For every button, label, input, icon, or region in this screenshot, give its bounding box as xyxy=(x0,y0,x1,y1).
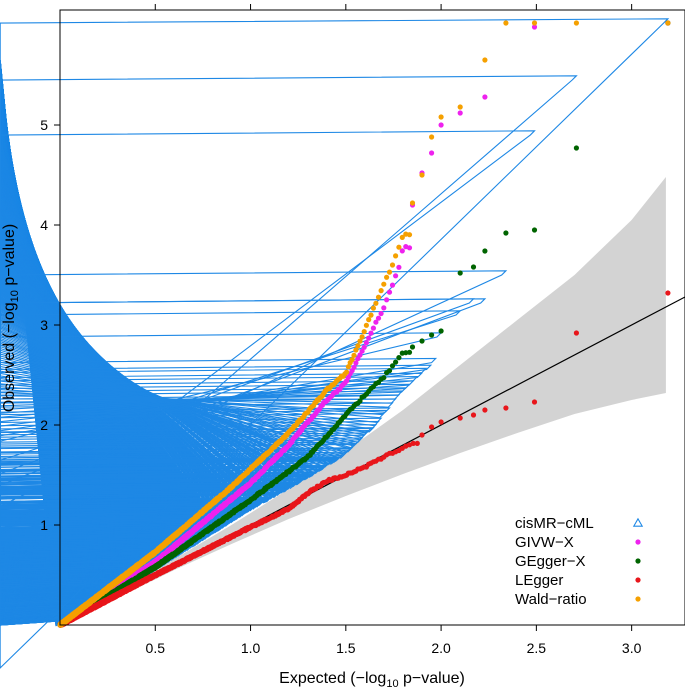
data-point xyxy=(409,344,416,350)
data-point xyxy=(368,330,374,336)
data-point xyxy=(370,325,376,331)
data-point xyxy=(482,94,488,100)
series-0 xyxy=(0,18,670,669)
confidence-band-layer xyxy=(60,177,666,625)
data-points-layer xyxy=(0,18,671,669)
data-point xyxy=(482,248,488,254)
data-point xyxy=(457,270,463,276)
data-point xyxy=(393,359,399,365)
data-point xyxy=(375,315,382,321)
data-point xyxy=(457,110,463,116)
data-point xyxy=(361,344,367,350)
data-point xyxy=(378,310,384,317)
data-point xyxy=(396,264,402,270)
data-point xyxy=(419,338,425,344)
data-point xyxy=(470,264,477,270)
data-point xyxy=(351,364,357,370)
data-point xyxy=(573,145,580,151)
data-point xyxy=(381,375,387,381)
data-point xyxy=(389,282,396,288)
data-point xyxy=(384,297,390,303)
data-point xyxy=(396,355,402,361)
data-point xyxy=(381,305,387,311)
data-point xyxy=(438,328,444,334)
confidence-band xyxy=(60,177,666,625)
data-point xyxy=(531,227,538,233)
data-point xyxy=(0,18,670,669)
data-point xyxy=(386,368,393,374)
data-point xyxy=(386,289,393,295)
data-point xyxy=(363,340,369,346)
data-point xyxy=(406,349,413,355)
data-point xyxy=(366,335,372,341)
data-point xyxy=(429,150,435,156)
data-point xyxy=(393,273,399,279)
data-point xyxy=(429,332,435,338)
data-point xyxy=(406,245,413,251)
data-point xyxy=(503,230,509,236)
data-point xyxy=(438,122,444,128)
